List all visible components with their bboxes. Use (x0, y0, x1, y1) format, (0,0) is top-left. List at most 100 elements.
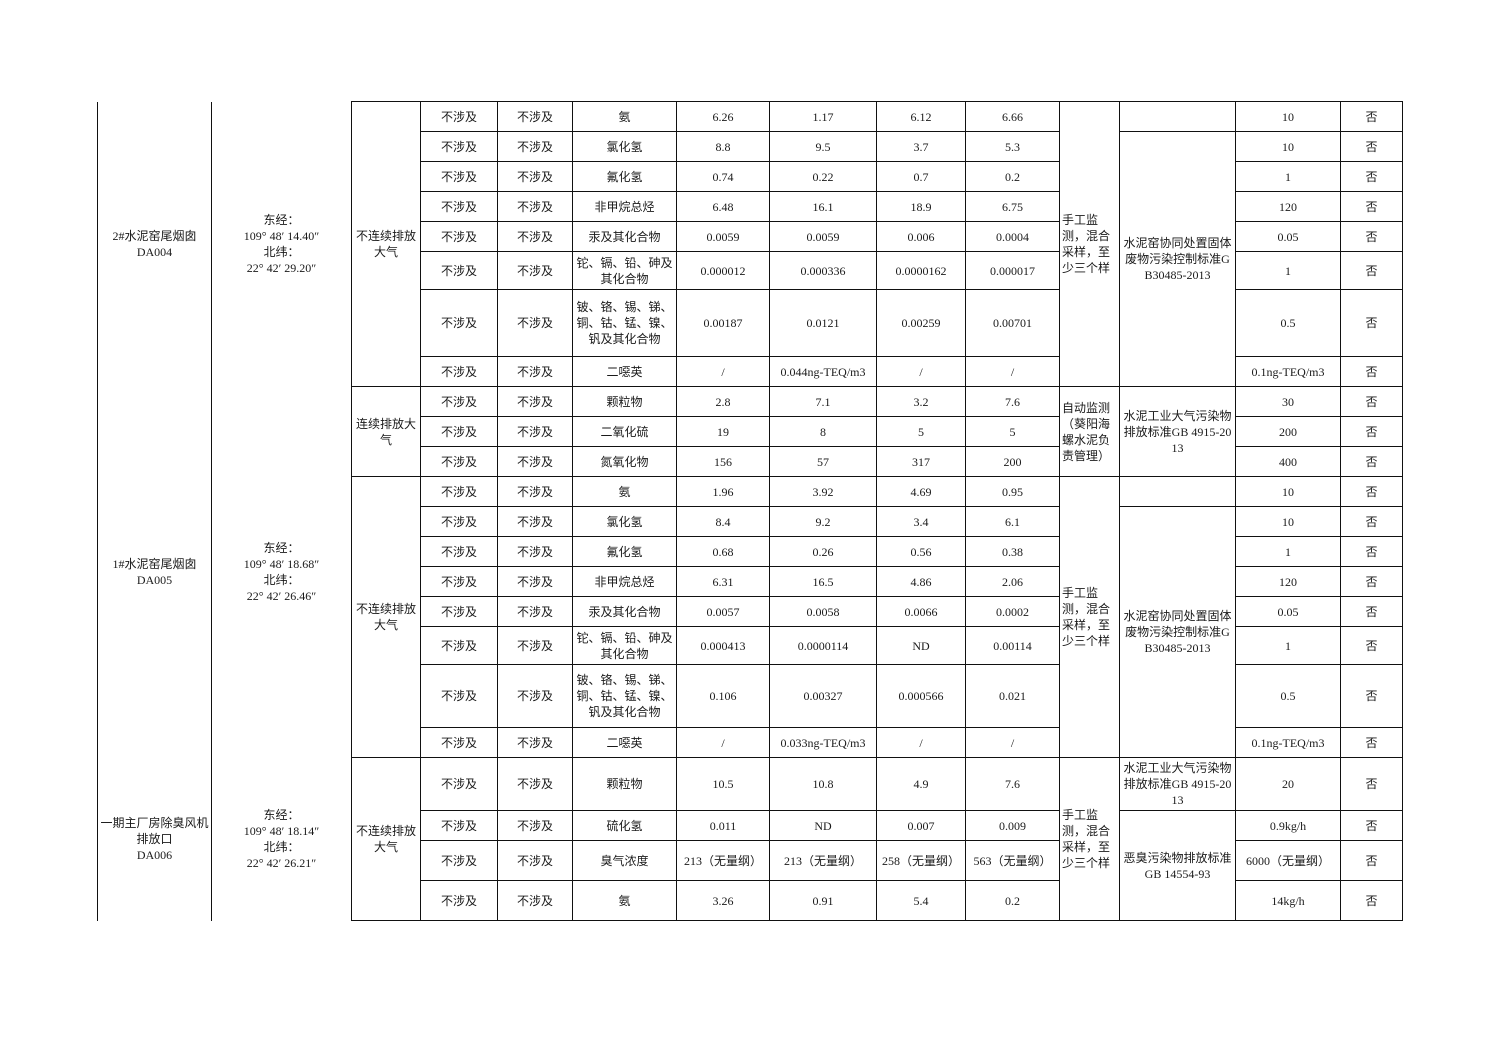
result-3: 0.006 (876, 221, 966, 252)
exceed-status-2: 不涉及 (497, 386, 573, 417)
result-1: / (676, 727, 770, 758)
result-3: 258（无量纲） (876, 840, 966, 881)
result-3: 0.0066 (876, 596, 966, 627)
exceed-result: 否 (1340, 131, 1403, 162)
result-4: 0.021 (965, 664, 1060, 728)
limit-value: 120 (1235, 191, 1341, 222)
exceed-status-2: 不涉及 (497, 161, 573, 192)
outlet-name: 2#水泥窑尾烟囱 DA004 (97, 101, 212, 387)
pollutant-name: 氟化氢 (572, 161, 677, 192)
result-4: 0.0002 (965, 596, 1060, 627)
pollutant-name: 颗粒物 (572, 757, 677, 811)
result-3: 5.4 (876, 880, 966, 921)
result-3: 5 (876, 416, 966, 447)
exceed-status-1: 不涉及 (420, 596, 498, 627)
result-4: 0.0004 (965, 221, 1060, 252)
pollutant-name: 非甲烷总烃 (572, 566, 677, 597)
monitoring-method: 自动监测（葵阳海螺水泥负责管理） (1059, 386, 1120, 477)
result-1: 3.26 (676, 880, 770, 921)
table-row: 不涉及 不涉及 臭气浓度 213（无量纲） 213（无量纲） 258（无量纲） 563（无量… (98, 840, 1403, 881)
emission-standard: 水泥工业大气污染物排放标准GB 4915-2013 (1119, 757, 1236, 811)
limit-value: 0.05 (1235, 221, 1341, 252)
pollutant-name: 氨 (572, 880, 677, 921)
result-4: / (965, 356, 1060, 387)
result-2: 16.5 (769, 566, 877, 597)
result-4: 7.6 (965, 757, 1060, 811)
exceed-status-2: 不涉及 (497, 727, 573, 758)
limit-value: 0.05 (1235, 596, 1341, 627)
result-2: 0.26 (769, 536, 877, 567)
emission-standard: 水泥窑协同处置固体废物污染控制标准GB30485-2013 (1119, 131, 1236, 387)
result-3: 4.86 (876, 566, 966, 597)
result-2: ND (769, 810, 877, 841)
exceed-status-1: 不涉及 (420, 536, 498, 567)
result-2: 10.8 (769, 757, 877, 811)
result-2: 57 (769, 446, 877, 477)
exceed-status-1: 不涉及 (420, 251, 498, 290)
table-row: 不涉及 不涉及 氟化氢 0.74 0.22 0.7 0.2 1 否 (98, 161, 1403, 192)
exceed-status-1: 不涉及 (420, 880, 498, 921)
exceed-status-2: 不涉及 (497, 131, 573, 162)
exceed-result: 否 (1340, 446, 1403, 477)
result-3: 3.2 (876, 386, 966, 417)
exceed-status-1: 不涉及 (420, 506, 498, 537)
outlet-coordinates: 东经： 109° 48′ 18.68″ 北纬： 22° 42′ 26.46″ (211, 386, 352, 758)
result-4: 7.6 (965, 386, 1060, 417)
exceed-result: 否 (1340, 386, 1403, 417)
table-row: 1#水泥窑尾烟囱 DA005 东经： 109° 48′ 18.68″ 北纬： 22… (97, 386, 1403, 758)
result-2: 0.00327 (769, 664, 877, 728)
table-row: 不涉及 不涉及 非甲烷总烃 6.31 16.5 4.86 2.06 120 否 (98, 566, 1403, 597)
table-row: 不涉及 不涉及 氟化氢 0.68 0.26 0.56 0.38 1 否 (98, 536, 1403, 567)
pollutant-name: 二氧化硫 (572, 416, 677, 447)
exceed-status-1: 不涉及 (420, 664, 498, 728)
monitoring-results-table: 2#水泥窑尾烟囱 DA004 东经： 109° 48′ 14.40″ 北纬： 22… (97, 101, 1403, 921)
exceed-status-2: 不涉及 (497, 506, 573, 537)
pollutant-name: 氯化氢 (572, 131, 677, 162)
exceed-result: 否 (1340, 536, 1403, 567)
result-1: / (676, 356, 770, 387)
pollutant-name: 二噁英 (572, 727, 677, 758)
exceed-result: 否 (1340, 626, 1403, 665)
result-1: 0.68 (676, 536, 770, 567)
pollutant-name: 氨 (572, 101, 677, 132)
result-2: 0.22 (769, 161, 877, 192)
pollutant-name: 非甲烷总烃 (572, 191, 677, 222)
result-4: 0.009 (965, 810, 1060, 841)
exceed-result: 否 (1340, 757, 1403, 811)
pollutant-name: 铊、镉、铅、砷及其化合物 (572, 626, 677, 665)
limit-value: 1 (1235, 536, 1341, 567)
result-3: 317 (876, 446, 966, 477)
result-2: 0.0000114 (769, 626, 877, 665)
result-2: 0.0058 (769, 596, 877, 627)
table-row: 不涉及 不涉及 氮氧化物 156 57 317 200 400 否 (98, 446, 1403, 477)
exceed-result: 否 (1340, 727, 1403, 758)
limit-value: 1 (1235, 161, 1341, 192)
result-3: 0.56 (876, 536, 966, 567)
pollutant-name: 汞及其化合物 (572, 221, 677, 252)
table-row: 不涉及 不涉及 二氧化硫 19 8 5 5 200 否 (98, 416, 1403, 447)
result-3: 3.4 (876, 506, 966, 537)
exceed-status-1: 不涉及 (420, 416, 498, 447)
exceed-status-2: 不涉及 (497, 626, 573, 665)
limit-value: 20 (1235, 757, 1341, 811)
result-3: 0.7 (876, 161, 966, 192)
table-row: 一期主厂房除臭风机排放口 DA006 东经： 109° 48′ 18.14″ 北纬… (97, 757, 1403, 921)
result-1: 8.4 (676, 506, 770, 537)
result-2: 0.044ng-TEQ/m3 (769, 356, 877, 387)
table-row: 不涉及 不涉及 氯化氢 8.8 9.5 3.7 5.3 水泥窑协同处置固体废物污染控制标准GB… (98, 131, 1403, 387)
outlet-name: 1#水泥窑尾烟囱 DA005 (97, 386, 212, 758)
result-3: 6.12 (876, 101, 966, 132)
emission-mode: 不连续排放大气 (351, 757, 421, 921)
exceed-result: 否 (1340, 506, 1403, 537)
exceed-status-2: 不涉及 (497, 664, 573, 728)
result-4: 0.38 (965, 536, 1060, 567)
limit-value: 14kg/h (1235, 880, 1341, 921)
exceed-status-2: 不涉及 (497, 757, 573, 811)
result-1: 6.31 (676, 566, 770, 597)
exceed-result: 否 (1340, 251, 1403, 290)
emission-standard: 恶臭污染物排放标准GB 14554-93 (1119, 810, 1236, 921)
result-4: 0.2 (965, 880, 1060, 921)
exceed-status-2: 不涉及 (497, 416, 573, 447)
pollutant-name: 氟化氢 (572, 536, 677, 567)
exceed-status-1: 不涉及 (420, 446, 498, 477)
